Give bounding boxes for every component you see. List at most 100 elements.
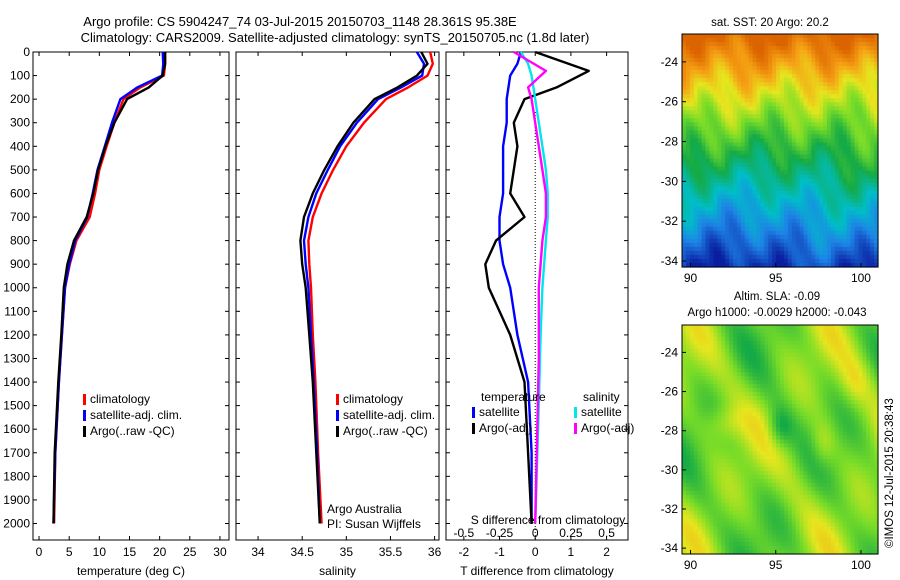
sla_map-cell xyxy=(815,336,820,342)
sla_map-cell xyxy=(752,423,758,429)
sst_map-cell xyxy=(827,90,832,95)
sla_map-cell xyxy=(823,332,828,338)
sla_map-cell xyxy=(827,451,832,456)
sst_map-cell xyxy=(838,238,844,244)
sst_map-cell xyxy=(842,198,848,204)
sla_map-cell xyxy=(772,352,777,358)
sla_map-cell xyxy=(862,435,867,441)
sst_map-cell xyxy=(870,158,875,164)
sst_map-cell xyxy=(768,66,773,71)
sla_map-cell xyxy=(752,403,758,409)
sst_map-cell xyxy=(725,218,730,224)
sst_map-cell xyxy=(866,182,871,188)
sst_map-cell xyxy=(866,134,871,140)
sla_map-cell xyxy=(768,384,773,389)
sst_map-cell xyxy=(725,238,730,244)
sst_map-cell xyxy=(799,166,805,172)
sla_map-cell xyxy=(721,340,726,346)
sla_map-cell xyxy=(732,463,738,468)
sla_map-cell xyxy=(732,368,738,373)
sla_map-cell xyxy=(787,427,793,433)
sst_map-cell xyxy=(740,118,746,123)
sla_map-cell xyxy=(838,376,844,381)
sst_map-cell xyxy=(740,190,746,196)
sst_map-cell xyxy=(870,134,875,140)
sla_map-cell xyxy=(780,459,785,464)
sst_map-cell xyxy=(803,162,809,168)
sla_map-cell xyxy=(744,407,750,413)
sla_map-cell xyxy=(838,443,844,448)
sst_map-cell xyxy=(725,58,730,63)
sst_map-cell xyxy=(709,46,714,51)
sst_map-cell xyxy=(795,202,801,208)
sst_map-cell xyxy=(764,90,769,95)
sst_map-cell xyxy=(752,42,758,47)
sst_map-cell xyxy=(874,74,879,79)
sst_map-cell xyxy=(783,142,789,148)
sla_map-cell xyxy=(760,396,765,401)
sst_map-cell xyxy=(693,98,699,103)
sla_map-cell xyxy=(795,419,801,425)
sla_map-cell xyxy=(732,388,738,393)
sst_map-cell xyxy=(795,134,801,140)
sst_map-cell xyxy=(838,86,844,91)
sst_map-cell xyxy=(697,222,703,228)
sla_map-cell xyxy=(772,431,777,437)
sst_map-cell xyxy=(764,94,769,99)
sst_map-cell xyxy=(709,162,714,168)
sla_map-cell xyxy=(830,372,836,377)
sla_map-cell xyxy=(744,455,750,460)
sst_map-cell xyxy=(736,110,742,115)
sst_map-cell xyxy=(862,206,867,212)
sst_map-cell xyxy=(736,34,742,39)
sst_map-cell xyxy=(815,98,820,103)
sst_map-cell xyxy=(787,34,793,39)
salinity-xtick-label: 35.5 xyxy=(379,545,403,559)
sst_map-cell xyxy=(874,234,879,240)
sla_map-cell xyxy=(697,368,703,373)
sst_map-cell xyxy=(850,34,856,39)
sst_map-cell xyxy=(736,114,742,119)
sla_map-cell xyxy=(744,388,750,393)
sla_map-cell xyxy=(874,447,879,452)
sla_map-cell xyxy=(795,380,801,385)
sst_map-cell xyxy=(760,98,765,103)
sst_map-cell xyxy=(756,38,761,43)
sst_map-cell xyxy=(740,262,746,268)
sst_map-cell xyxy=(725,62,730,67)
sla_map-cell xyxy=(725,467,730,472)
sla_map-cell xyxy=(862,431,867,437)
sla_map-cell xyxy=(768,392,773,397)
sst_map-cell xyxy=(744,210,750,216)
sla_map-cell xyxy=(705,368,711,373)
sst_map-cell xyxy=(834,90,840,95)
sst_map-cell xyxy=(803,246,809,252)
sst_map-cell xyxy=(780,170,785,176)
sst_map-cell xyxy=(780,186,785,192)
sst_map-cell xyxy=(748,118,754,123)
sst_map-cell xyxy=(862,222,867,228)
sla_map-cell xyxy=(713,396,718,401)
sst_map-cell xyxy=(744,150,750,156)
sst_map-cell xyxy=(842,98,848,103)
sla_map-cell xyxy=(725,463,730,468)
sst_map-cell xyxy=(862,254,867,260)
sst_map-cell xyxy=(705,58,711,63)
sst_map-cell xyxy=(795,162,801,168)
sla_map-cell xyxy=(701,325,707,330)
sla_map-cell xyxy=(752,392,758,397)
sst_map-cell xyxy=(858,90,863,95)
sst_map-cell xyxy=(783,250,789,256)
sst_map-cell xyxy=(693,250,699,256)
sst_map-cell xyxy=(756,194,761,200)
sst_map-cell xyxy=(713,206,718,212)
sla_map-cell xyxy=(787,336,793,342)
sst_map-cell xyxy=(823,86,828,91)
sst_map-cell xyxy=(697,258,703,264)
sst_map-cell xyxy=(705,70,711,75)
sla_map-cell xyxy=(830,344,836,350)
sla_map-cell xyxy=(858,348,863,354)
sst_map-cell xyxy=(736,94,742,99)
sst_map-cell xyxy=(819,162,824,168)
sst_map-cell xyxy=(870,90,875,95)
